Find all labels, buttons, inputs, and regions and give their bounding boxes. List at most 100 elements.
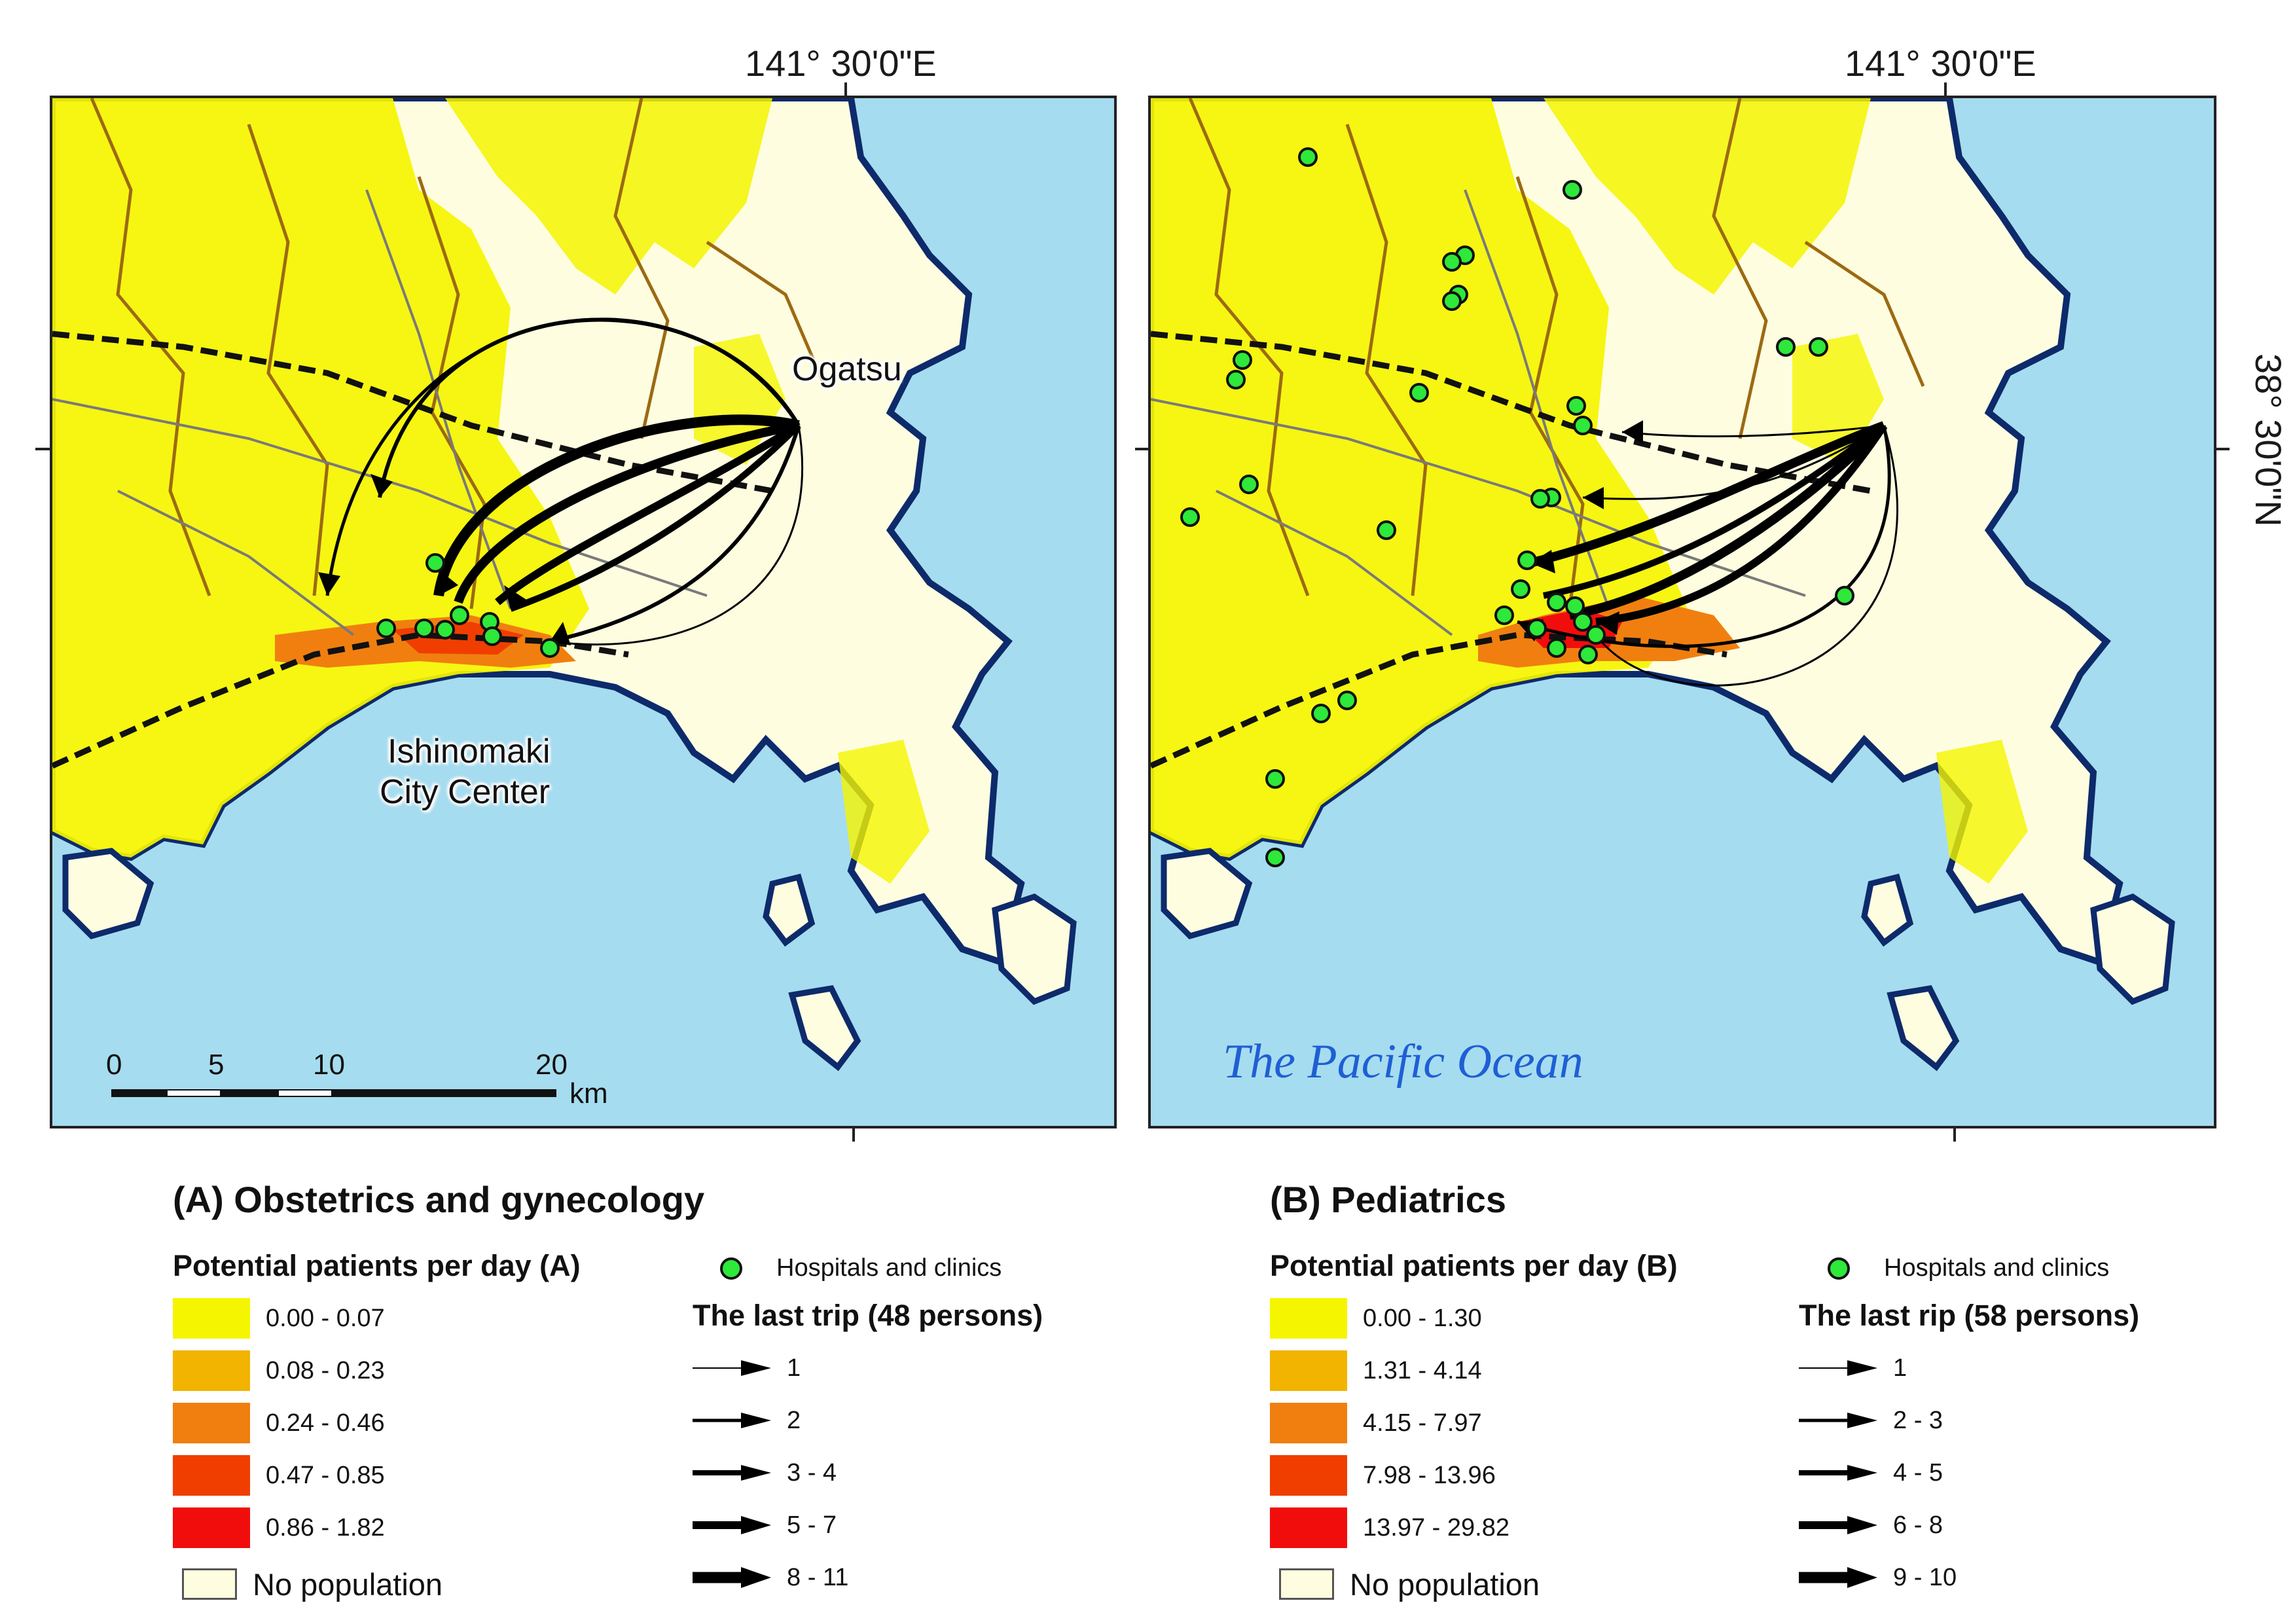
map-a-yellow-zone-south — [838, 740, 930, 884]
legend-a-class-label: 0.08 - 0.23 — [266, 1356, 385, 1384]
map-b-longitude-label: 141° 30'0"E — [1845, 43, 2036, 84]
legend-a-trip-row: 8 - 11 — [693, 1558, 848, 1597]
legend-a-class-label: 0.86 - 1.82 — [266, 1513, 385, 1542]
hospital-marker — [450, 605, 469, 625]
hospital-marker — [1511, 579, 1530, 599]
map-b-hospital-markers — [1180, 147, 1854, 867]
hospital-marker — [1517, 550, 1537, 570]
legend-b-trip-row: 6 - 8 — [1799, 1506, 1943, 1545]
legend-a-no-population-swatch — [182, 1568, 237, 1600]
arrow-icon — [1799, 1567, 1877, 1588]
legend-a-class-row: 0.86 - 1.82 — [173, 1506, 385, 1550]
map-b-canvas — [1151, 98, 2175, 1072]
scale-label-10: 10 — [313, 1049, 345, 1081]
arrow-icon — [693, 1567, 771, 1588]
arrow-icon — [693, 1465, 771, 1481]
legend-a-class-label: 0.47 - 0.85 — [266, 1461, 385, 1489]
legend-b-class-label: 13.97 - 29.82 — [1363, 1513, 1509, 1542]
legend-a-trip-row: 5 - 7 — [693, 1506, 837, 1545]
hospital-marker — [1809, 337, 1828, 357]
legend-b-class-label: 4.15 - 7.97 — [1363, 1409, 1482, 1437]
legend-a-trip-row: 2 — [693, 1401, 801, 1440]
hospital-marker — [1494, 605, 1514, 625]
hospital-marker — [1835, 586, 1854, 605]
map-b-island-1 — [2090, 893, 2175, 1005]
hospital-marker — [414, 619, 434, 638]
hospital-marker — [1578, 645, 1598, 664]
legend-b-trip-label: 2 - 3 — [1893, 1406, 1943, 1434]
map-b-bottom-tick — [1953, 1126, 1956, 1142]
hospital-marker — [1563, 180, 1582, 200]
legend-a-class-row: 0.24 - 0.46 — [173, 1401, 385, 1445]
legend-a-swatch-5 — [173, 1507, 250, 1548]
map-b-arrowheads — [1517, 420, 1643, 641]
legend-a-class-row: 0.08 - 0.23 — [173, 1348, 385, 1393]
map-a-place-ogatsu: Ogatsu — [792, 350, 902, 388]
map-a-bay-islands — [62, 848, 154, 940]
map-b: The Pacific Ocean — [1148, 96, 2216, 1128]
hospital-marker — [1442, 291, 1462, 311]
hospital-marker — [1565, 596, 1585, 616]
map-a: Ogatsu Ishinomaki City Center 0 5 10 20 … — [50, 96, 1117, 1128]
hospital-marker — [1573, 612, 1593, 632]
legend-a-swatch-3 — [173, 1403, 250, 1443]
map-b-right-tick — [2214, 448, 2230, 450]
hospital-marker — [1442, 252, 1462, 272]
legend-b-trip-row: 4 - 5 — [1799, 1453, 1943, 1492]
hospital-marker — [1573, 416, 1593, 435]
legend-a-swatch-1 — [173, 1298, 250, 1339]
legend-a-trip-label: 5 - 7 — [787, 1511, 837, 1539]
hospital-marker — [1547, 638, 1566, 658]
legend-b-class-row: 7.98 - 13.96 — [1270, 1453, 1496, 1498]
hospital-marker — [1180, 507, 1200, 527]
legend-b-no-population-swatch — [1279, 1568, 1334, 1600]
legend-b-no-population-label: No population — [1350, 1566, 1540, 1602]
hospital-marker — [1547, 592, 1566, 612]
hospital-marker — [1776, 337, 1796, 357]
hospital-marker — [1311, 704, 1331, 723]
hospital-marker-icon — [1828, 1257, 1850, 1280]
legend-a-class-label: 0.00 - 0.07 — [266, 1304, 385, 1332]
legend-a-no-population-row: No population — [182, 1562, 443, 1606]
legend-b-trip-label: 6 - 8 — [1893, 1511, 1943, 1539]
legend-b-class-row: 1.31 - 4.14 — [1270, 1348, 1482, 1393]
legend-b-trip-label: 9 - 10 — [1893, 1563, 1957, 1591]
legend-b-density-title: Potential patients per day (B) — [1270, 1249, 1678, 1282]
legend-a-swatch-2 — [173, 1350, 250, 1391]
map-a-island-2 — [763, 873, 816, 947]
legend-b-swatch-4 — [1270, 1455, 1347, 1496]
hospital-marker — [1239, 475, 1259, 494]
scale-label-20: 20 — [535, 1049, 568, 1081]
legend-b-trip-row: 9 - 10 — [1799, 1558, 1957, 1597]
map-a-island-3 — [788, 985, 861, 1072]
map-b-island-2 — [1861, 873, 1914, 947]
legend-a-class-row: 0.00 - 0.07 — [173, 1296, 385, 1341]
hospital-marker-icon — [720, 1257, 742, 1280]
map-a-yellow-zone-north — [445, 98, 772, 295]
map-a-canvas — [52, 98, 1077, 1097]
legend-a-class-label: 0.24 - 0.46 — [266, 1409, 385, 1437]
legend-b-trip-row: 2 - 3 — [1799, 1401, 1943, 1440]
map-a-hospital-markers — [376, 553, 560, 658]
arrow-icon — [1799, 1360, 1877, 1376]
arrow-icon — [693, 1360, 771, 1376]
legend-a-hospitals-row: Hospitals and clinics — [720, 1254, 1002, 1282]
legend-a-trip-row: 3 - 4 — [693, 1453, 837, 1492]
hospital-marker — [540, 638, 560, 658]
legend-b-trip-label: 1 — [1893, 1354, 1907, 1382]
map-a-arrowheads — [318, 474, 571, 645]
hospital-marker — [435, 620, 455, 640]
legend-b-swatch-3 — [1270, 1403, 1347, 1443]
hospital-marker — [1226, 370, 1246, 389]
arrow-icon — [693, 1516, 771, 1534]
hospital-marker — [1265, 848, 1285, 867]
map-a-roads — [52, 189, 708, 636]
map-a-flow-lines — [325, 317, 803, 645]
legend-a-density-title: Potential patients per day (A) — [173, 1249, 581, 1282]
arrow-icon — [1799, 1465, 1877, 1481]
legend-b-class-label: 0.00 - 1.30 — [1363, 1304, 1482, 1332]
hospital-marker — [1566, 396, 1586, 416]
hospital-marker — [425, 553, 445, 573]
legend-b-class-label: 1.31 - 4.14 — [1363, 1356, 1482, 1384]
legend-b-hospitals-row: Hospitals and clinics — [1828, 1254, 2109, 1282]
